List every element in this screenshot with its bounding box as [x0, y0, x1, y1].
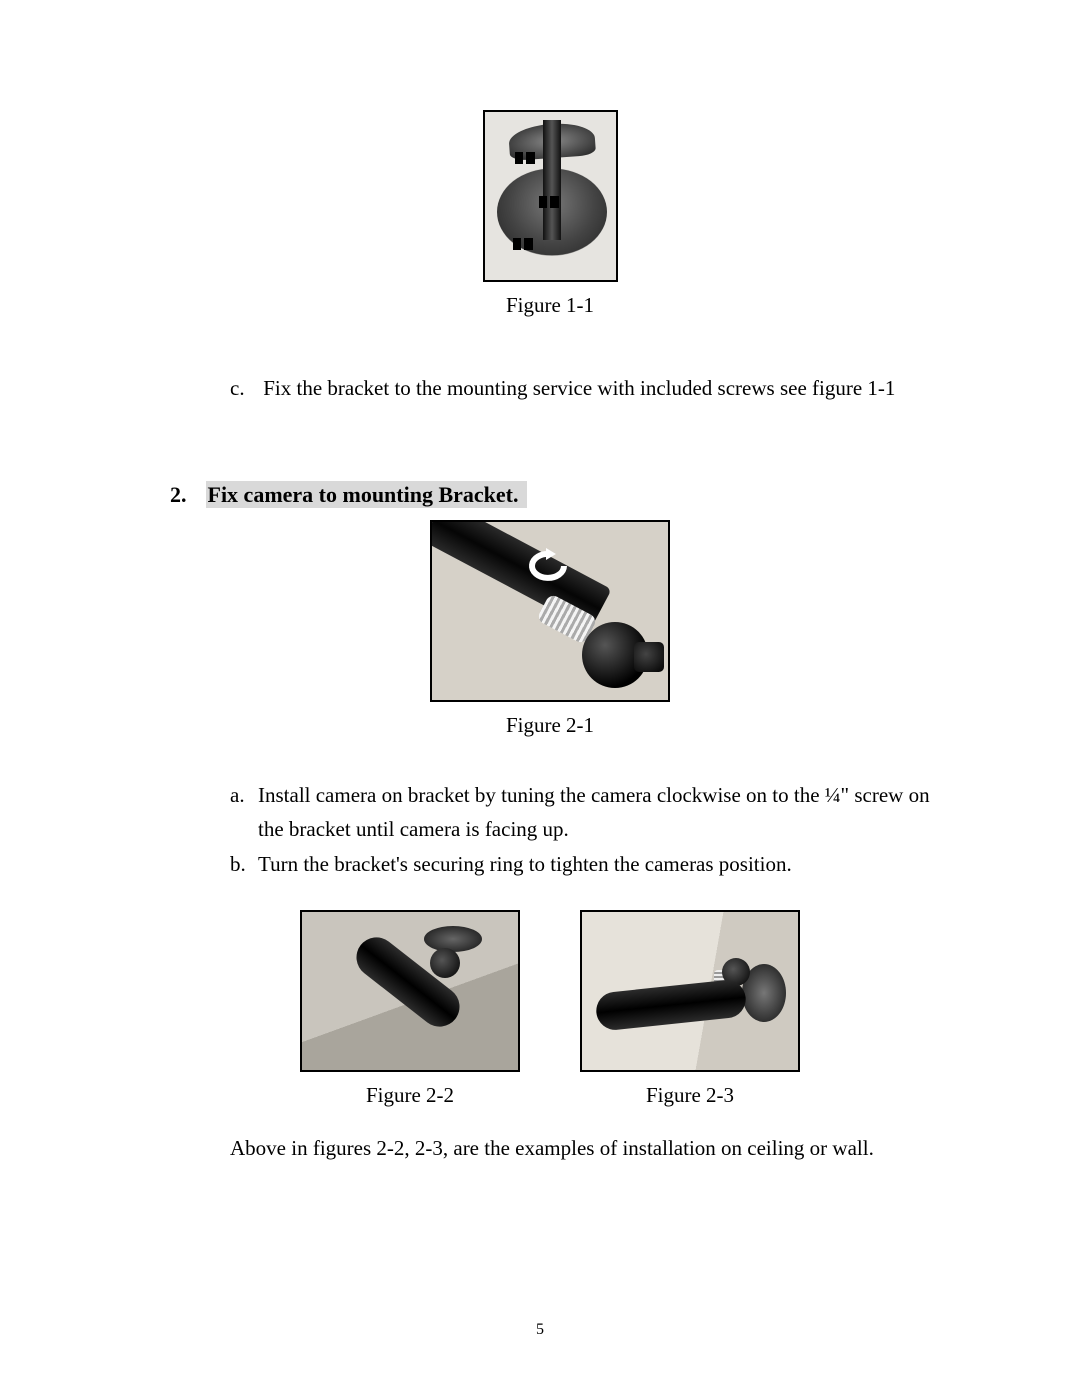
step-b-text: Turn the bracket's securing ring to tigh…	[258, 847, 792, 882]
figure-1-1-block: Figure 1-1	[170, 110, 930, 318]
step-b: b. Turn the bracket's securing ring to t…	[230, 847, 930, 882]
figure-2-3-image	[580, 910, 800, 1072]
step-a-marker: a.	[230, 778, 258, 847]
figure-2-1-caption: Figure 2-1	[170, 713, 930, 738]
closing-text: Above in figures 2-2, 2-3, are the examp…	[170, 1136, 930, 1161]
figure-2-3-block: Figure 2-3	[580, 910, 800, 1108]
section-2-title: Fix camera to mounting Bracket.	[206, 481, 527, 508]
figure-2-2-caption: Figure 2-2	[300, 1083, 520, 1108]
section-2-number: 2.	[170, 482, 200, 508]
step-a: a. Install camera on bracket by tuning t…	[230, 778, 930, 847]
figure-2-3-caption: Figure 2-3	[580, 1083, 800, 1108]
rotate-arrow-icon	[526, 542, 574, 590]
figure-1-1-caption: Figure 1-1	[170, 293, 930, 318]
figure-2-1-block: Figure 2-1	[170, 520, 930, 738]
step-c-marker: c.	[230, 372, 258, 406]
step-b-marker: b.	[230, 847, 258, 882]
steps-a-b: a. Install camera on bracket by tuning t…	[170, 778, 930, 882]
step-c-text: Fix the bracket to the mounting service …	[263, 376, 895, 400]
step-c: c. Fix the bracket to the mounting servi…	[170, 372, 930, 406]
step-a-text: Install camera on bracket by tuning the …	[258, 778, 930, 847]
figure-2-2-image	[300, 910, 520, 1072]
figure-1-1-image	[483, 110, 618, 282]
figure-2-2-block: Figure 2-2	[300, 910, 520, 1108]
document-page: Figure 1-1 c. Fix the bracket to the mou…	[0, 0, 1080, 1397]
figure-2-1-image	[430, 520, 670, 702]
page-number: 5	[0, 1321, 1080, 1339]
section-2-heading: 2. Fix camera to mounting Bracket.	[170, 482, 930, 508]
figure-row-2-2-2-3: Figure 2-2 Figure 2-3	[170, 910, 930, 1108]
